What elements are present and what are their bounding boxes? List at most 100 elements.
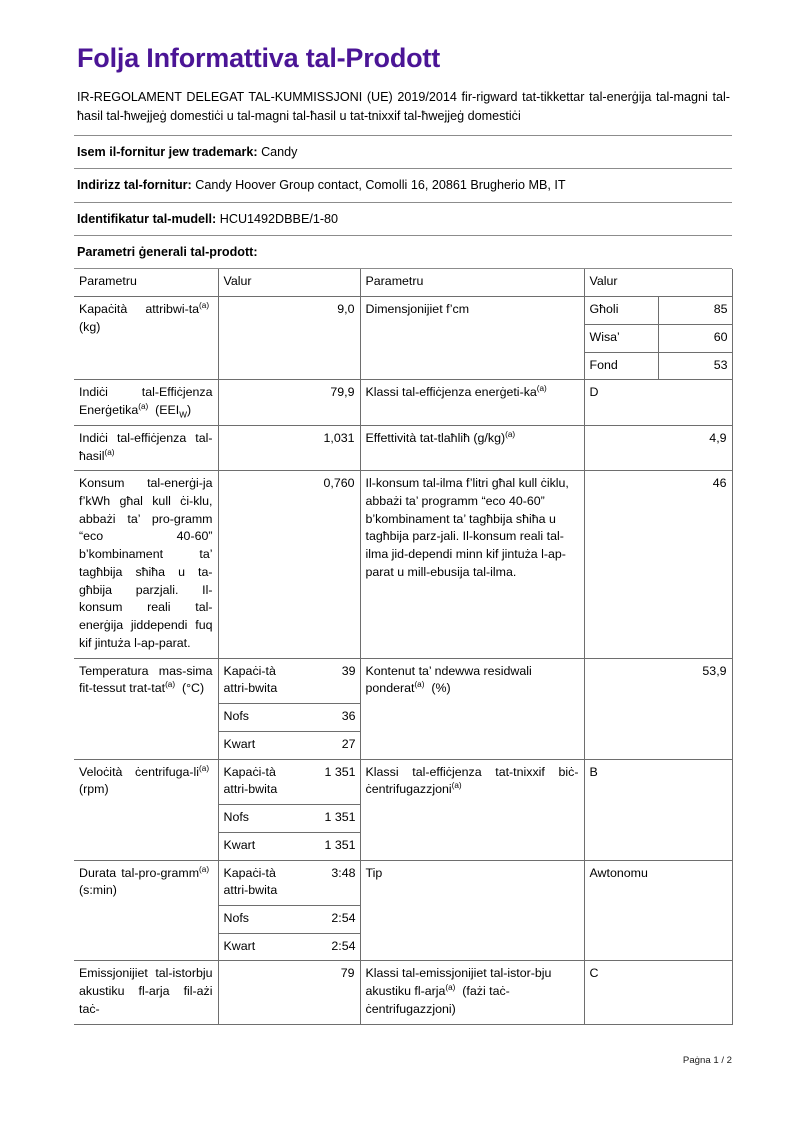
supplier-address-value: Candy Hoover Group contact, Comolli 16, …	[195, 178, 566, 193]
row-5-left-value: Kapaċi-tà attri-bwita 1 351 Nofs 1 351 K…	[217, 759, 361, 861]
dimension-value-depth: 53	[713, 357, 728, 372]
load-row-rated: Kapaċi-tà attri-bwita 39	[218, 658, 361, 705]
row-1-left-value: 79,9	[217, 379, 361, 426]
table-row: Konsum tal-enerġi-ja f’kWh għal kull ċi-…	[74, 470, 733, 659]
dimension-value-height: 85	[658, 297, 733, 325]
model-identifier-row: Identifikatur tal-mudell: HCU1492DBBE/1-…	[74, 203, 732, 237]
supplier-name-value: Candy	[261, 144, 298, 159]
table-row: Indiċi tal-effiċjenza tal-ħasil(a) 1,031…	[74, 425, 733, 472]
row-1-right-label: Klassi tal-effiċjenza enerġeti-ka(a)	[359, 379, 585, 426]
load-label-rated: Kapaċi-tà attri-bwita	[218, 759, 289, 806]
load-row-half: Nofs 2:54	[218, 905, 361, 934]
row-2-left-label: Indiċi tal-effiċjenza tal-ħasil(a)	[74, 425, 218, 472]
load-label-half: Nofs	[218, 703, 289, 732]
row-6-left-label: Durata tal-pro-gramm(a) (s:min)	[74, 860, 218, 962]
load-label-rated: Kapaċi-tà attri-bwita	[218, 658, 289, 705]
spin-speed-subtable: Kapaċi-tà attri-bwita 1 351 Nofs 1 351 K…	[218, 759, 361, 860]
row-2-right-value: 4,9	[583, 425, 733, 472]
load-row-quarter: Kwart 27	[219, 731, 361, 758]
model-identifier-value: HCU1492DBBE/1-80	[219, 211, 339, 226]
row-1-right-value: D	[583, 379, 733, 426]
row-4-right-label: Kontenut ta’ ndewwa residwali ponderat(a…	[359, 658, 585, 760]
supplier-name-label: Isem il-fornitur jew trademark:	[77, 144, 258, 159]
load-row-rated: Kapaċi-tà attri-bwita 3:48	[218, 860, 361, 906]
row-1-left-label: Indiċi tal-Effiċjenza Enerġetika(a) (EEI…	[74, 379, 218, 426]
supplier-name-row: Isem il-fornitur jew trademark: Candy	[74, 136, 732, 170]
load-label-quarter: Kwart	[223, 736, 256, 751]
table-row: Veloċità ċentrifuga-li(a) (rpm) Kapaċi-t…	[74, 759, 733, 861]
dimension-label-width: Wisa’	[584, 324, 660, 353]
load-value-rated: 39	[288, 658, 361, 705]
model-identifier-label: Identifikatur tal-mudell:	[77, 211, 217, 226]
header-parameter-2: Parametru	[359, 269, 585, 298]
row-2-left-value: 1,031	[217, 425, 361, 472]
parameters-table-body: Parametru Valur Parametru Valur Kapaċità…	[74, 269, 733, 1025]
row-4-left-value: Kapaċi-tà attri-bwita 39 Nofs 36 Kwart 2…	[217, 658, 361, 760]
row-6-right-value: Awtonomu	[583, 860, 733, 962]
load-label-quarter: Kwart	[223, 837, 256, 852]
row-0-left-value: 9,0	[217, 296, 361, 381]
header-value-1: Valur	[217, 269, 361, 298]
page-number-footer: Paġna 1 / 2	[682, 1055, 732, 1066]
load-value-quarter: 2:54	[331, 938, 356, 953]
load-value-rated: 1 351	[288, 759, 361, 806]
page-content: Folja Informattiva tal-Prodott IR-REGOLA…	[74, 43, 733, 1025]
load-value-rated: 3:48	[288, 860, 361, 906]
load-row-rated: Kapaċi-tà attri-bwita 1 351	[218, 759, 361, 806]
duration-subtable: Kapaċi-tà attri-bwita 3:48 Nofs 2:54 Kwa…	[218, 860, 361, 961]
load-value-half: 1 351	[288, 804, 361, 833]
row-7-right-label: Klassi tal-emissjonijiet tal-istor-bju a…	[359, 960, 585, 1025]
row-4-left-label: Temperatura mas-sima fit-tessut trat-tat…	[74, 658, 218, 760]
table-row: Indiċi tal-Effiċjenza Enerġetika(a) (EEI…	[74, 379, 733, 426]
row-7-left-value: 79	[217, 960, 361, 1025]
header-value-2: Valur	[583, 269, 733, 298]
product-parameters-table: Parametru Valur Parametru Valur Kapaċità…	[74, 269, 733, 1025]
temperature-subtable: Kapaċi-tà attri-bwita 39 Nofs 36 Kwart 2…	[218, 658, 361, 759]
supplier-address-row: Indirizz tal-fornitur: Candy Hoover Grou…	[74, 169, 732, 203]
row-3-right-label: Il-konsum tal-ilma f’litri għal kull ċik…	[359, 470, 585, 659]
row-2-right-label: Effettività tat-tlaħliħ (g/kg)(a)	[359, 425, 585, 472]
table-row: Emissjonijiet tal-istorbju akustiku fl-a…	[74, 960, 733, 1025]
load-label-rated: Kapaċi-tà attri-bwita	[218, 860, 289, 906]
table-row: Kapaċità attribwi-ta(a) (kg) 9,0 Dimensj…	[74, 296, 733, 381]
supplier-address-label: Indirizz tal-fornitur:	[77, 178, 192, 193]
load-value-quarter: 1 351	[324, 837, 356, 852]
row-3-left-label: Konsum tal-enerġi-ja f’kWh għal kull ċi-…	[74, 470, 218, 659]
row-0-left-label: Kapaċità attribwi-ta(a) (kg)	[74, 296, 218, 381]
row-0-right-label: Dimensjonijiet f’cm	[359, 296, 585, 381]
load-row-half: Nofs 1 351	[218, 804, 361, 833]
regulation-intro-text: IR-REGOLAMENT DELEGAT TAL-KUMMISSJONI (U…	[74, 88, 732, 136]
table-row: Durata tal-pro-gramm(a) (s:min) Kapaċi-t…	[74, 860, 733, 962]
row-0-right-value: Għoli 85 Wisa’ 60 Fond 53	[583, 296, 733, 381]
dimension-label-height: Għoli	[584, 297, 660, 325]
load-value-half: 2:54	[288, 905, 361, 934]
load-row-quarter: Kwart 1 351	[219, 832, 361, 859]
table-header-row: Parametru Valur Parametru Valur	[74, 269, 733, 298]
load-row-quarter: Kwart 2:54	[219, 933, 361, 960]
dimensions-subtable: Għoli 85 Wisa’ 60 Fond 53	[584, 297, 733, 380]
row-7-right-value: C	[583, 960, 733, 1025]
general-parameters-section-row: Parametri ġenerali tal-prodott:	[74, 236, 732, 270]
load-value-quarter: 27	[341, 736, 356, 751]
row-5-right-label: Klassi tal-effiċjenza tat-tnixxif biċ-ċe…	[359, 759, 585, 861]
load-value-half: 36	[288, 703, 361, 732]
dimension-row-depth: Fond 53	[584, 352, 733, 380]
dimension-value-width: 60	[658, 324, 733, 353]
row-4-right-value: 53,9	[583, 658, 733, 760]
table-row: Temperatura mas-sima fit-tessut trat-tat…	[74, 658, 733, 760]
load-label-quarter: Kwart	[223, 938, 256, 953]
general-parameters-label: Parametri ġenerali tal-prodott:	[77, 245, 258, 260]
page-title: Folja Informattiva tal-Prodott	[77, 43, 441, 73]
dimension-row-height: Għoli 85	[584, 297, 733, 325]
load-label-half: Nofs	[218, 905, 289, 934]
header-parameter-1: Parametru	[74, 269, 218, 298]
row-7-left-label: Emissjonijiet tal-istorbju akustiku fl-a…	[74, 960, 218, 1025]
row-5-left-label: Veloċità ċentrifuga-li(a) (rpm)	[74, 759, 218, 861]
row-6-left-value: Kapaċi-tà attri-bwita 3:48 Nofs 2:54 Kwa…	[217, 860, 361, 962]
row-6-right-label: Tip	[359, 860, 585, 962]
dimension-label-depth: Fond	[584, 352, 660, 380]
row-3-right-value: 46	[583, 470, 733, 659]
row-3-left-value: 0,760	[217, 470, 361, 659]
row-5-right-value: B	[583, 759, 733, 861]
